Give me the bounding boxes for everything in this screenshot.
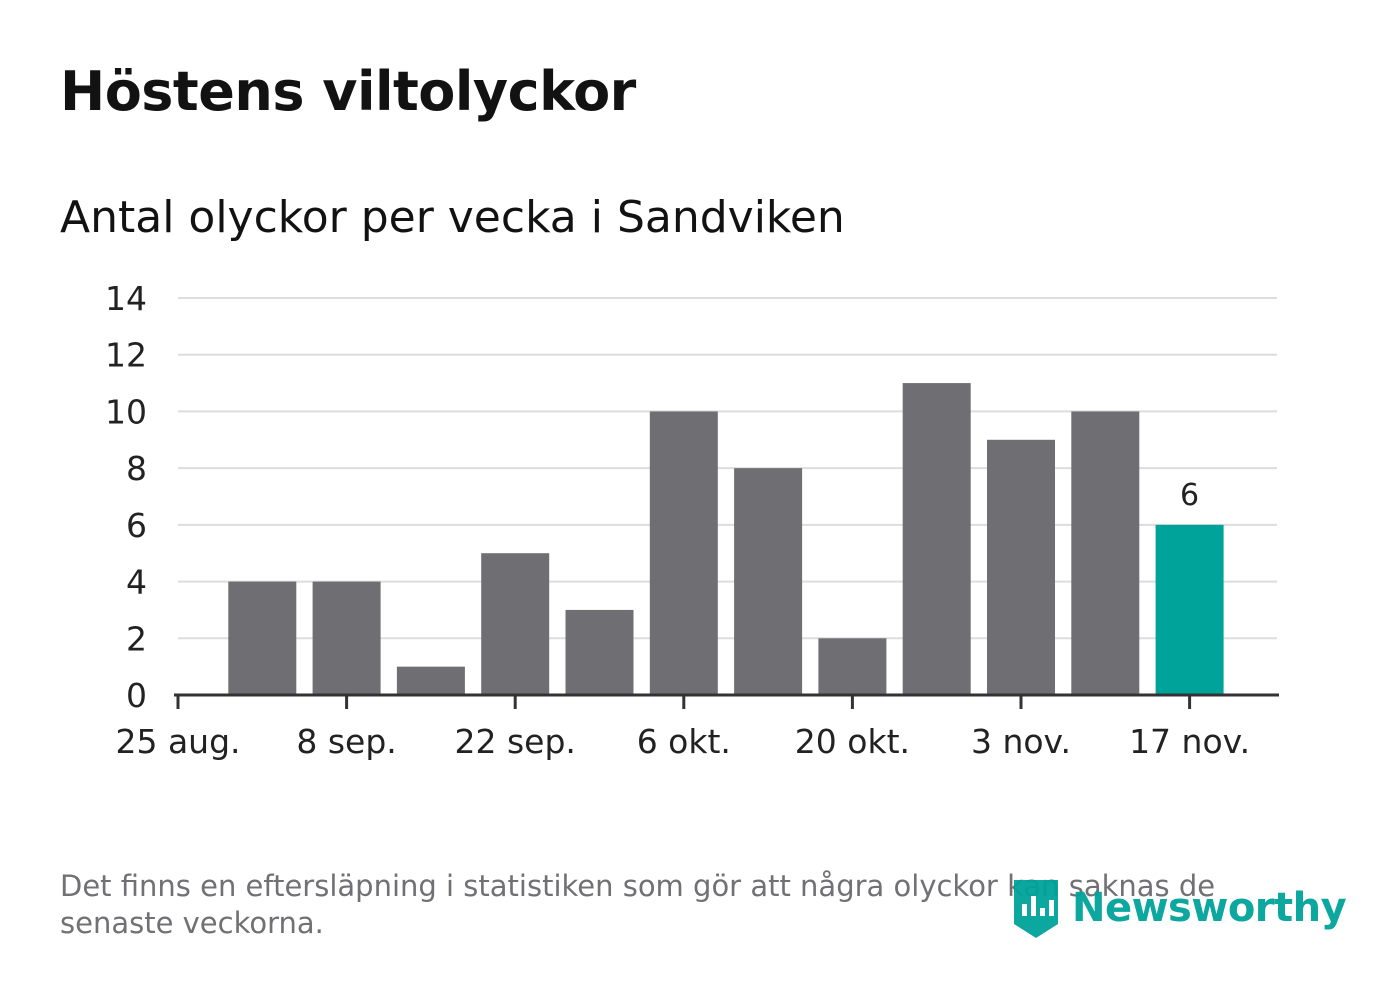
- chart-subtitle: Antal olyckor per vecka i Sandviken: [60, 192, 845, 243]
- y-tick-label: 6: [126, 506, 147, 545]
- chart-title: Höstens viltolyckor: [60, 60, 636, 123]
- y-tick-label: 4: [126, 563, 147, 602]
- bar: [481, 553, 550, 695]
- bar: [818, 638, 887, 695]
- x-tick-label: 6 okt.: [637, 722, 731, 761]
- bar: [649, 411, 718, 695]
- bar: [902, 383, 971, 695]
- y-tick-label: 12: [105, 336, 147, 375]
- x-tick-label: 8 sep.: [296, 722, 396, 761]
- y-tick-label: 14: [105, 279, 147, 318]
- bar: [734, 468, 803, 695]
- x-tick-label: 25 aug.: [115, 722, 240, 761]
- y-tick-label: 2: [126, 619, 147, 658]
- newsworthy-logo-icon: [1014, 880, 1058, 938]
- x-tick-label: 3 nov.: [971, 722, 1071, 761]
- data-label: 6: [1180, 478, 1199, 513]
- newsworthy-logo: Newsworthy: [1010, 876, 1347, 940]
- bar: [1071, 411, 1140, 695]
- bar: [312, 581, 381, 695]
- y-tick-label: 8: [126, 449, 147, 488]
- x-tick-label: 22 sep.: [454, 722, 575, 761]
- bar: [565, 609, 634, 695]
- bar-highlight: [1155, 524, 1224, 695]
- x-tick-label: 20 okt.: [795, 722, 910, 761]
- x-tick-label: 17 nov.: [1129, 722, 1250, 761]
- logo-text: Newsworthy: [1072, 885, 1347, 931]
- y-tick-label: 0: [126, 676, 147, 715]
- y-tick-label: 10: [105, 392, 147, 431]
- bar: [228, 581, 297, 695]
- bar-chart: 0 2 4 6 8 10 12 14 6 25 aug. 8 sep. 22 sep. 6 okt. 20…: [105, 279, 1279, 761]
- bar: [396, 666, 465, 695]
- bar: [987, 439, 1055, 695]
